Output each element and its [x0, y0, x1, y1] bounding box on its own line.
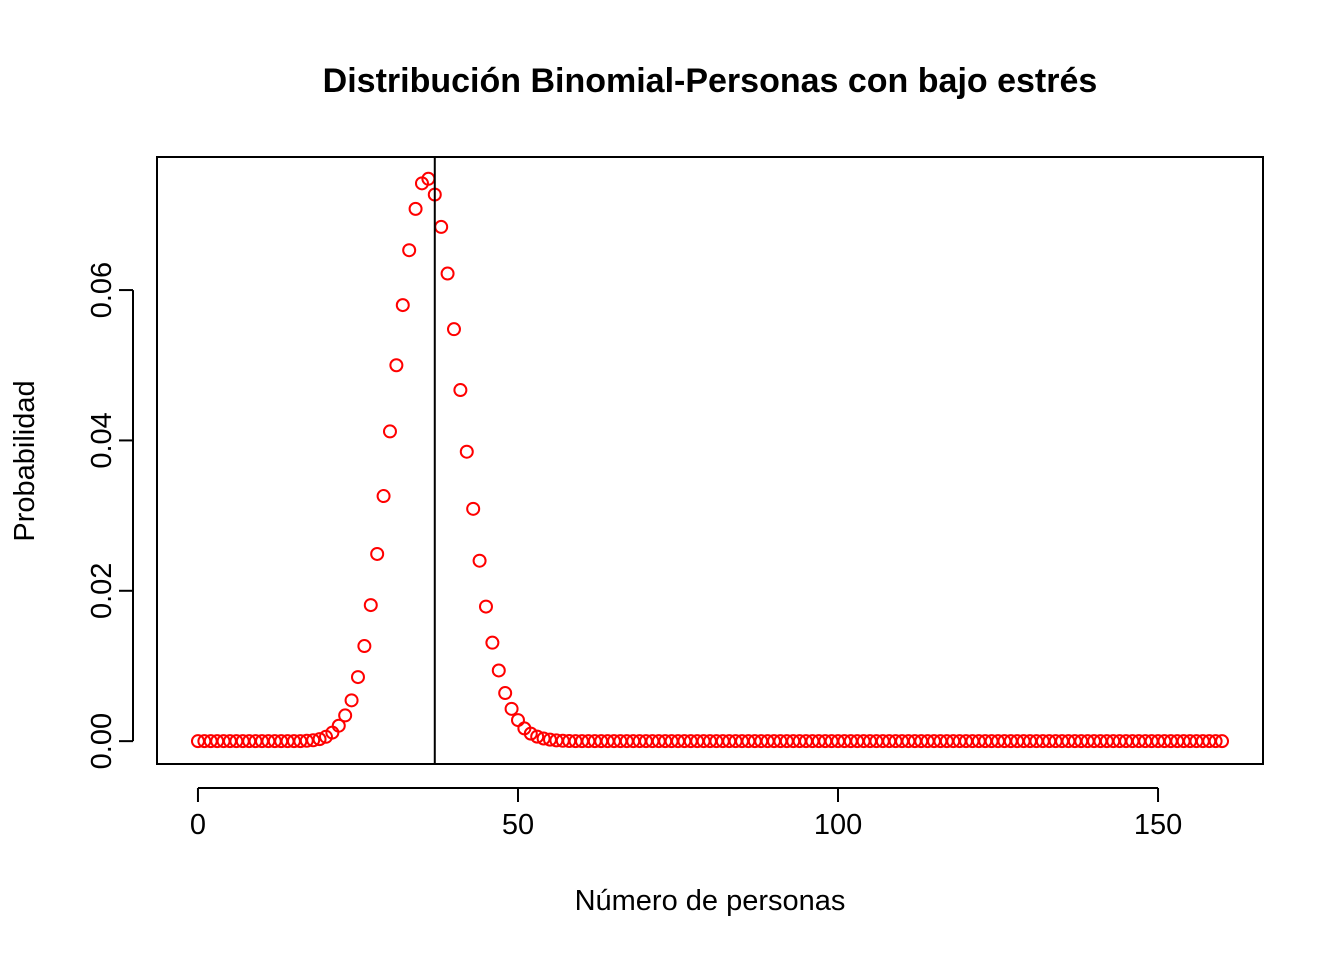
data-point [382, 424, 397, 439]
data-point [402, 243, 417, 258]
x-tick-label: 100 [814, 809, 862, 841]
data-point [350, 670, 365, 685]
y-tick-label: 0.00 [86, 713, 118, 769]
data-point [357, 639, 372, 654]
data-point [1208, 734, 1223, 749]
data-point [370, 546, 385, 561]
y-axis: 0.00 0.02 0.04 0.06 [86, 262, 134, 769]
x-tick-label: 150 [1134, 809, 1182, 841]
y-tick-label: 0.04 [86, 412, 118, 468]
data-point [504, 701, 519, 716]
y-tick-label: 0.02 [86, 563, 118, 619]
data-point [530, 729, 545, 744]
y-axis-label: Probabilidad [9, 380, 41, 541]
data-point [459, 444, 474, 459]
data-point [491, 663, 506, 678]
data-point [312, 732, 327, 747]
data-point [306, 733, 321, 748]
data-point [472, 553, 487, 568]
data-point [344, 693, 359, 708]
x-axis: 0 50 100 150 [190, 787, 1182, 841]
data-point [523, 726, 538, 741]
data-point [498, 686, 513, 701]
x-tick-label: 0 [190, 809, 206, 841]
data-point [440, 266, 455, 281]
data-point [434, 219, 449, 234]
data-point [389, 358, 404, 373]
data-point [466, 501, 481, 516]
data-point [510, 713, 525, 728]
plot-area-frame [156, 156, 1264, 765]
chart-title: Distribución Binomial-Personas con bajo … [323, 62, 1098, 100]
data-point [536, 731, 551, 746]
data-points [190, 171, 1230, 749]
data-point [446, 322, 461, 337]
data-point [395, 298, 410, 313]
x-axis-label: Número de personas [575, 885, 846, 917]
data-point [338, 708, 353, 723]
data-point [376, 489, 391, 504]
data-point [485, 635, 500, 650]
data-point [1215, 734, 1230, 749]
x-tick-label: 50 [502, 809, 534, 841]
data-point [408, 201, 423, 216]
y-tick-label: 0.06 [86, 262, 118, 318]
data-point [331, 718, 346, 733]
data-point [478, 599, 493, 614]
data-point [363, 598, 378, 613]
data-point [453, 383, 468, 398]
